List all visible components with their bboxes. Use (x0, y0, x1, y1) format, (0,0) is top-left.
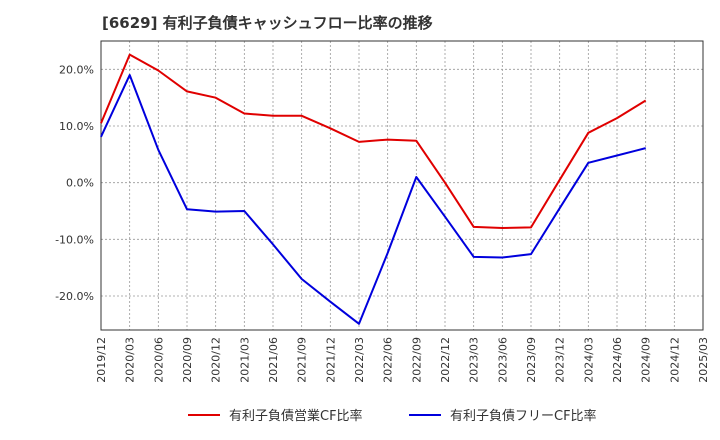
y-tick-label: 20.0% (59, 63, 94, 76)
x-tick-label: 2020/12 (210, 337, 223, 383)
y-axis-ticks: 20.0% 10.0% 0.0% -10.0% -20.0% (55, 63, 94, 303)
x-tick-label: 2023/03 (468, 337, 481, 383)
x-tick-label: 2021/06 (267, 337, 280, 383)
grid-lines (101, 41, 703, 330)
x-tick-label: 2023/06 (496, 337, 509, 383)
legend-label-2: 有利子負債フリーCF比率 (450, 408, 597, 424)
x-tick-label: 2023/09 (525, 337, 538, 383)
plot-frame (100, 40, 704, 331)
x-tick-label: 2022/03 (353, 337, 366, 383)
plot-border (100, 40, 704, 331)
x-tick-label: 2022/09 (410, 337, 423, 383)
x-tick-label: 2021/12 (324, 337, 337, 383)
y-tick-label: -20.0% (55, 290, 94, 303)
x-tick-label: 2025/03 (697, 337, 710, 383)
y-tick-label: 0.0% (66, 177, 94, 190)
x-tick-label: 2020/09 (181, 337, 194, 383)
y-tick-label: 10.0% (59, 120, 94, 133)
x-tick-label: 2021/03 (238, 337, 251, 383)
x-tick-label: 2024/06 (611, 337, 624, 383)
x-tick-label: 2024/12 (668, 337, 681, 383)
x-tick-label: 2020/03 (124, 337, 137, 383)
y-tick-label: -10.0% (55, 233, 94, 246)
x-tick-label: 2024/03 (582, 337, 595, 383)
x-axis-ticks: 2019/12 2020/03 2020/06 2020/09 2020/12 2021/… (95, 337, 710, 383)
series-line-2 (100, 74, 646, 325)
legend-label-1: 有利子負債営業CF比率 (229, 408, 363, 424)
x-tick-label: 2019/12 (95, 337, 108, 383)
x-tick-label: 2020/06 (152, 337, 165, 383)
x-tick-label: 2023/12 (554, 337, 567, 383)
x-tick-label: 2022/12 (439, 337, 452, 383)
chart-title: [6629] 有利子負債キャッシュフロー比率の推移 (102, 14, 433, 32)
x-tick-label: 2024/09 (640, 337, 653, 383)
legend: 有利子負債営業CF比率 有利子負債フリーCF比率 (188, 408, 597, 424)
x-tick-label: 2022/06 (382, 337, 395, 383)
series-line-1 (100, 53, 647, 229)
x-tick-label: 2021/09 (296, 337, 309, 383)
series-lines (100, 53, 647, 325)
